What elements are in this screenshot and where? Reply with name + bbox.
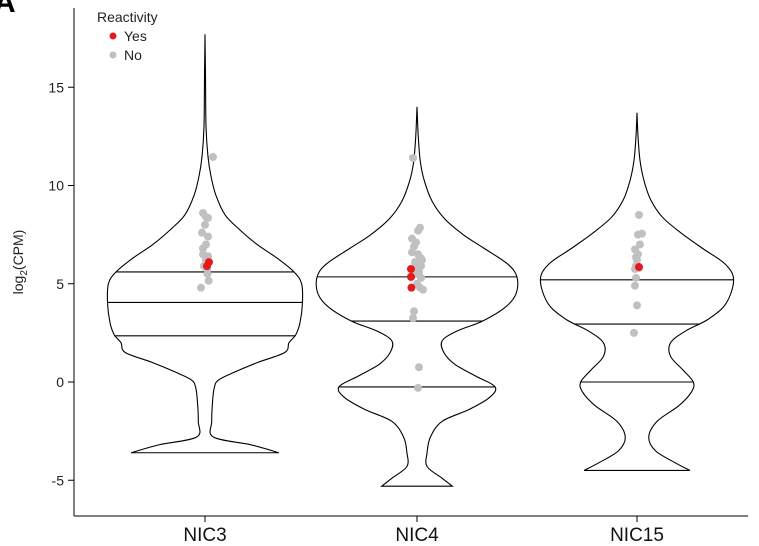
point-no-nic4 [414,383,422,392]
point-no-nic4 [409,153,417,162]
point-yes-nic3 [203,262,211,271]
x-axis-ticks: NIC3 NIC4 NIC15 [183,516,664,546]
point-no-nic3 [198,228,206,237]
y-tick-label: 5 [56,276,64,292]
point-yes-nic15 [635,263,643,272]
violin-nic3 [106,34,304,454]
panel-letter: A [0,0,16,19]
y-axis-ticks: -5 0 5 10 15 [48,79,74,488]
legend-marker-yes [109,32,117,40]
legend-label-yes: Yes [124,28,147,44]
data-points [197,153,646,392]
point-no-nic3 [197,283,205,292]
y-axis-label-base: log [10,276,26,295]
point-no-nic15 [636,240,644,249]
point-no-nic3 [199,244,207,253]
y-axis-label: log2(CPM) [10,230,30,295]
y-tick-label: 0 [56,374,64,390]
point-yes-nic4 [407,265,415,274]
point-no-nic15 [635,210,643,219]
y-tick-label: -5 [52,472,65,488]
point-no-nic15 [631,281,639,290]
y-tick-label: 15 [48,79,64,95]
legend-marker-no [109,51,117,59]
point-yes-nic4 [407,272,415,281]
point-yes-nic4 [407,283,416,292]
legend: Reactivity Yes No [97,9,158,63]
violin-nic4 [315,106,519,487]
point-no-nic3 [203,269,212,278]
point-no-nic4 [417,273,425,282]
violin-nic15 [539,112,735,471]
x-tick-label-nic4: NIC4 [395,525,439,546]
point-no-nic4 [410,307,418,316]
point-no-nic15 [632,273,640,282]
legend-label-no: No [124,47,142,63]
y-axis-label-subscript: 2 [19,270,30,276]
point-no-nic4 [414,226,422,235]
point-no-nic15 [633,301,641,310]
point-no-nic4 [418,256,426,265]
y-axis-label-rest: (CPM) [10,230,26,270]
point-no-nic3 [204,276,213,285]
point-no-nic4 [408,248,416,257]
point-no-nic15 [630,328,638,337]
y-tick-label: 10 [48,178,64,194]
legend-title: Reactivity [97,9,158,25]
point-no-nic4 [419,285,427,294]
point-no-nic4 [411,258,419,267]
point-no-nic3 [209,153,217,162]
point-no-nic15 [634,230,642,239]
point-no-nic3 [204,213,212,222]
point-no-nic4 [409,314,417,323]
x-tick-label-nic3: NIC3 [183,525,226,546]
point-no-nic3 [204,232,212,241]
point-no-nic3 [201,220,209,229]
point-no-nic4 [415,363,423,372]
x-tick-label-nic15: NIC15 [610,525,664,546]
point-no-nic15 [633,256,641,265]
